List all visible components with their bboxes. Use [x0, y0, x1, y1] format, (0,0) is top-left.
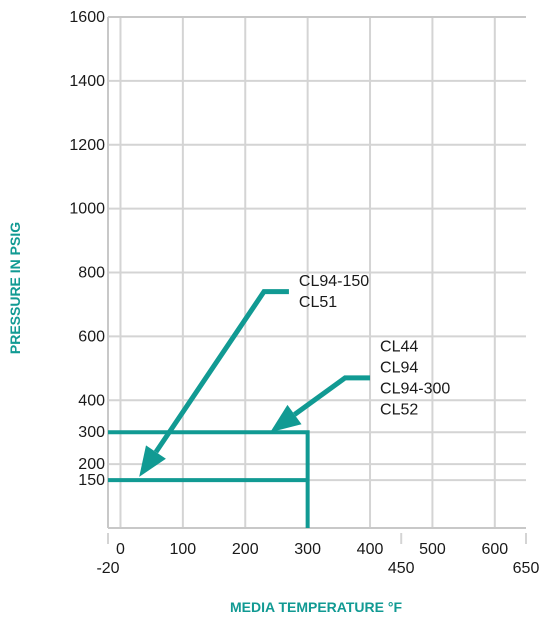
annotation-leader-line — [153, 289, 289, 454]
y-tick-label: 150 — [78, 472, 105, 489]
y-tick-label: 1000 — [69, 201, 105, 218]
annotation-arrowhead — [139, 445, 166, 477]
annotation-label: CL94-300 — [380, 380, 450, 397]
y-tick-label: 200 — [78, 456, 105, 473]
x-tick-label: 450 — [388, 560, 415, 577]
annotation-arrowhead — [270, 404, 302, 433]
x-axis-title: MEDIA TEMPERATURE °F — [230, 599, 402, 615]
x-tick-label: -20 — [96, 560, 119, 577]
x-tick-label: 600 — [481, 541, 508, 558]
y-tick-label: 600 — [78, 328, 105, 345]
y-tick-label: 300 — [78, 424, 105, 441]
x-tick-label: 200 — [232, 541, 259, 558]
y-tick-label: 400 — [78, 392, 105, 409]
annotation-label: CL94-150 — [299, 273, 369, 290]
x-tick-label: 300 — [294, 541, 321, 558]
chart-annotations: CL94-150 CL51 CL44 CL94 CL94-300 CL52 — [139, 273, 450, 477]
x-tick-label: 500 — [419, 541, 446, 558]
y-tick-label: 800 — [78, 265, 105, 282]
annotation-label: CL94 — [380, 359, 418, 376]
y-tick-label: 1400 — [69, 73, 105, 90]
y-axis-title: PRESSURE IN PSIG — [7, 222, 23, 354]
x-tick-label: 400 — [357, 541, 384, 558]
annotation-1: CL44 CL94 CL94-300 CL52 — [270, 338, 450, 433]
annotation-label: CL44 — [380, 338, 418, 355]
rating-lines — [108, 430, 310, 528]
y-tick-label: 1600 — [69, 9, 105, 26]
x-tick-label: 650 — [513, 560, 540, 577]
y-tick-label: 1200 — [69, 137, 105, 154]
annotation-label: CL52 — [380, 401, 418, 418]
annotation-0: CL94-150 CL51 — [139, 273, 369, 477]
series-line-0 — [108, 430, 310, 528]
annotation-leader-line — [293, 375, 371, 417]
x-tick-label: 100 — [170, 541, 197, 558]
x-axis-ticks: 0 100 200 300 400 500 600 -20 450 650 — [96, 533, 539, 577]
annotation-label: CL51 — [299, 294, 337, 311]
x-tick-label: 0 — [116, 541, 125, 558]
